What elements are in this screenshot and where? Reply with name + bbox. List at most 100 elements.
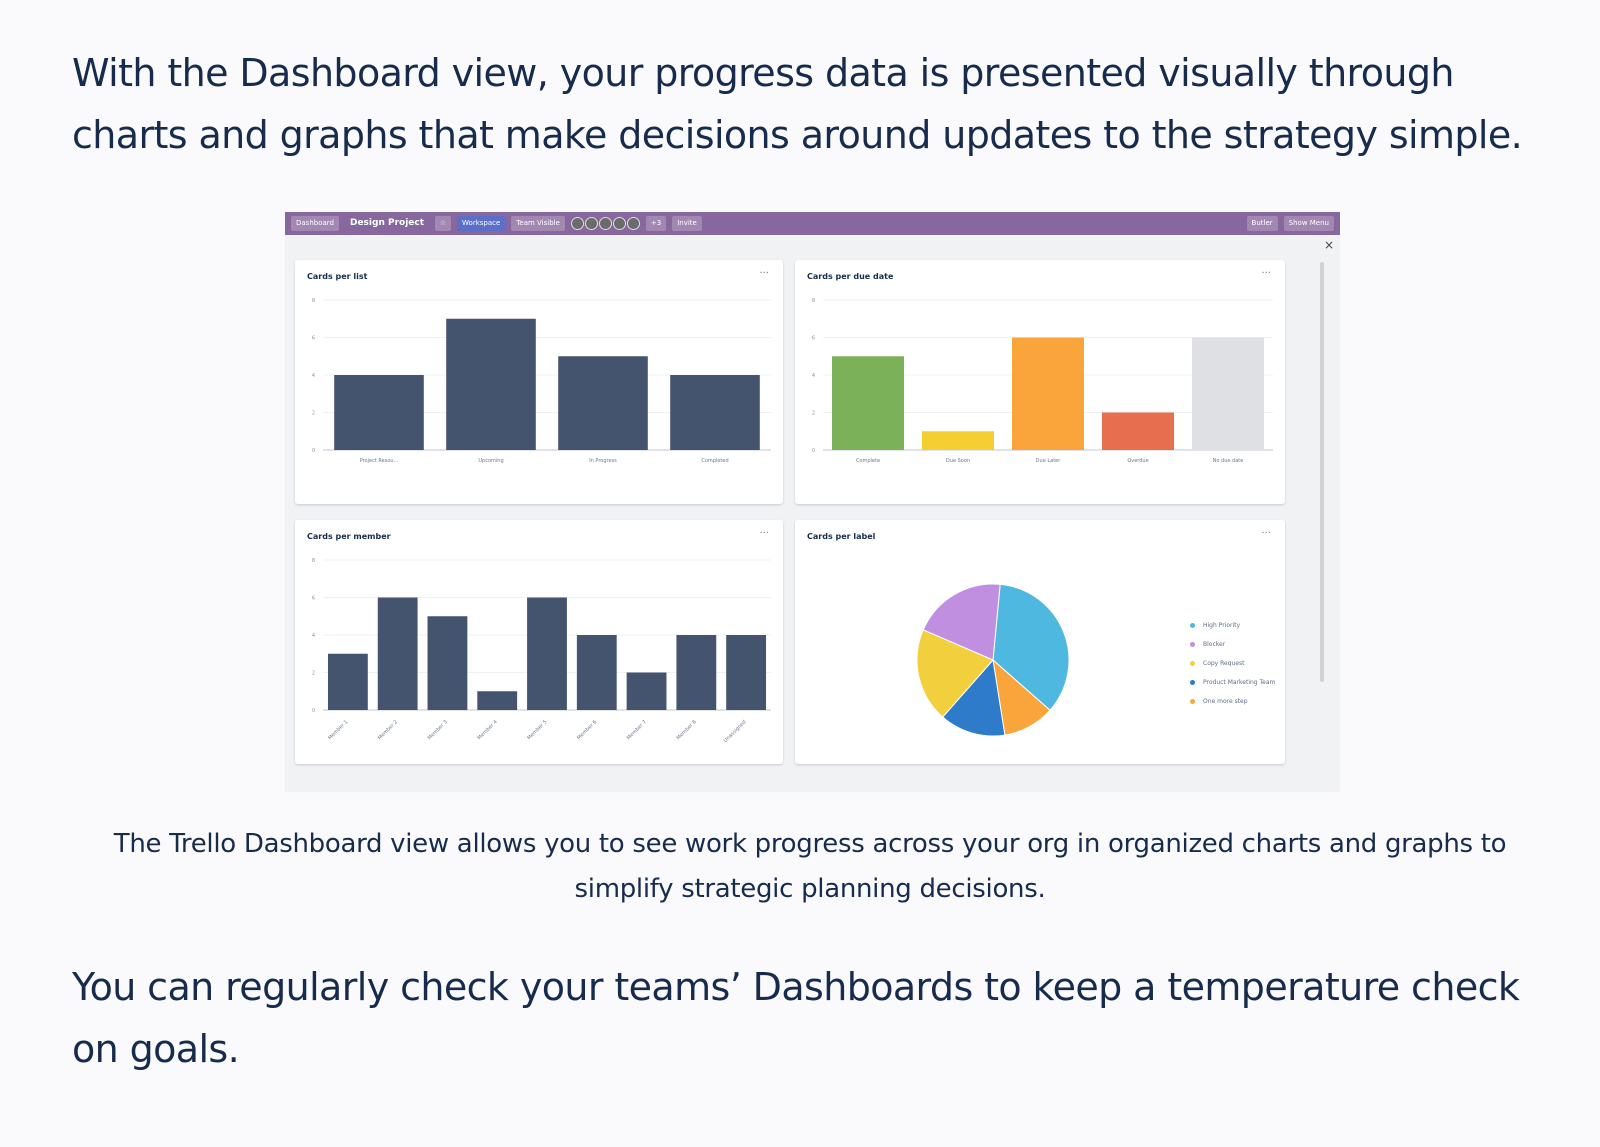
avatar[interactable] [570, 217, 584, 230]
x-tick-label: Member 5 [526, 719, 548, 741]
pie-legend: High Priority Blocker Copy Request Product … [1190, 616, 1275, 711]
image-caption: The Trello Dashboard view allows you to … [113, 829, 1507, 904]
x-tick-label: Member 7 [626, 719, 648, 741]
legend-item: Blocker [1190, 635, 1275, 654]
bar [726, 635, 767, 710]
panel-title: Cards per due date [807, 272, 894, 281]
pie-slice [916, 629, 994, 718]
pie-slice [942, 658, 1006, 737]
bar [377, 597, 418, 710]
legend-item: One more step [1190, 692, 1275, 711]
avatar[interactable] [584, 217, 598, 230]
bar [676, 635, 717, 710]
legend-swatch [1190, 699, 1195, 704]
bar [576, 635, 617, 710]
close-icon[interactable]: × [1323, 238, 1334, 252]
pie-slice [922, 583, 1001, 661]
y-tick-label: 2 [312, 671, 315, 677]
y-tick-label: 8 [312, 298, 315, 304]
x-tick-label: Complete [856, 458, 880, 464]
legend-label: One more step [1203, 698, 1248, 705]
view-switcher-button[interactable]: Dashboard [291, 216, 339, 231]
bar [1102, 412, 1174, 450]
member-count-badge[interactable]: +3 [645, 216, 667, 231]
legend-item: Product Marketing Team [1190, 673, 1275, 692]
bar-chart: 0 2 4 6 8 Project Resou... Upcoming In Progress… [312, 298, 771, 464]
x-tick-label: In Progress [589, 458, 617, 464]
legend-label: Product Marketing Team [1203, 679, 1276, 686]
x-tick-label: Due Later [1036, 458, 1062, 464]
outro-paragraph: You can regularly check your teams’ Dash… [72, 965, 1520, 1071]
scrollbar[interactable] [1320, 262, 1324, 682]
bar [1192, 337, 1264, 450]
legend-swatch [1190, 642, 1195, 647]
y-tick-label: 8 [312, 558, 315, 564]
bar [446, 318, 536, 450]
chart-panel-cards-per-due-date: Cards per due date ··· 0 2 4 6 8 Complete Due … [795, 260, 1285, 504]
legend-label: Copy Request [1203, 660, 1245, 667]
chart-panel-cards-per-list: Cards per list ··· 0 2 4 6 8 Project Resou...… [295, 260, 783, 504]
more-icon[interactable]: ··· [1261, 268, 1271, 279]
y-tick-label: 6 [812, 336, 815, 342]
x-tick-label: Unassigned [723, 719, 748, 744]
show-menu-button[interactable]: Show Menu [1283, 216, 1334, 231]
y-tick-label: 6 [312, 596, 315, 602]
x-tick-label: Member 3 [427, 719, 449, 741]
avatar[interactable] [612, 217, 626, 230]
avatar[interactable] [598, 217, 612, 230]
x-tick-label: No due date [1213, 458, 1244, 464]
x-tick-label: Completed [701, 458, 728, 464]
y-tick-label: 0 [312, 448, 315, 454]
butler-button[interactable]: Butler [1246, 216, 1278, 231]
x-tick-label: Member 8 [676, 719, 698, 741]
x-tick-label: Member 6 [576, 719, 598, 741]
member-avatars[interactable] [570, 217, 640, 230]
invite-button[interactable]: Invite [672, 216, 702, 231]
board-header: Dashboard Design Project ☆ Workspace Tea… [285, 212, 1340, 235]
x-tick-label: Upcoming [478, 458, 503, 464]
y-tick-label: 4 [812, 373, 815, 379]
legend-label: High Priority [1203, 622, 1241, 629]
more-icon[interactable]: ··· [1261, 528, 1271, 539]
x-tick-label: Due Soon [946, 458, 970, 464]
x-tick-label: Member 4 [476, 719, 498, 741]
legend-label: Blocker [1203, 641, 1226, 648]
bar [327, 653, 368, 710]
bar [922, 431, 994, 450]
bar [1012, 337, 1084, 450]
x-tick-label: Member 1 [327, 719, 349, 741]
y-tick-label: 8 [812, 298, 815, 304]
more-icon[interactable]: ··· [759, 528, 769, 539]
x-tick-label: Overdue [1127, 458, 1148, 464]
y-tick-label: 0 [312, 708, 315, 714]
chart-panel-cards-per-member: Cards per member ··· 0 2 4 6 8 Member 1 Member… [295, 520, 783, 764]
bar [558, 356, 648, 450]
pie-chart [916, 583, 1070, 737]
bar [427, 616, 468, 710]
legend-swatch [1190, 661, 1195, 666]
board-name[interactable]: Design Project [349, 218, 425, 228]
workspace-button[interactable]: Workspace [457, 216, 506, 231]
avatar[interactable] [626, 217, 640, 230]
star-icon[interactable]: ☆ [435, 216, 452, 231]
bar-chart: 0 2 4 6 8 Complete Due Soon Due Later Overdue No … [812, 298, 1273, 464]
panel-title: Cards per label [807, 532, 876, 541]
visibility-button[interactable]: Team Visible [511, 216, 565, 231]
bar [670, 375, 760, 450]
x-tick-label: Project Resou... [360, 458, 399, 464]
panel-title: Cards per member [307, 532, 391, 541]
y-tick-label: 4 [312, 633, 315, 639]
y-tick-label: 4 [312, 373, 315, 379]
x-tick-label: Member 2 [377, 719, 399, 741]
more-icon[interactable]: ··· [759, 268, 769, 279]
dashboard-screenshot: Dashboard Design Project ☆ Workspace Tea… [285, 212, 1340, 792]
legend-swatch [1190, 623, 1195, 628]
legend-swatch [1190, 680, 1195, 685]
chart-panel-cards-per-label: Cards per label ··· High Priority Blocker… [795, 520, 1285, 764]
y-tick-label: 2 [312, 411, 315, 417]
bar [626, 672, 667, 710]
y-tick-label: 2 [812, 411, 815, 417]
bar [832, 356, 904, 450]
legend-item: High Priority [1190, 616, 1275, 635]
bar-chart: 0 2 4 6 8 Member 1 Member 2 Member 3 Member 4 Mem… [312, 558, 771, 744]
